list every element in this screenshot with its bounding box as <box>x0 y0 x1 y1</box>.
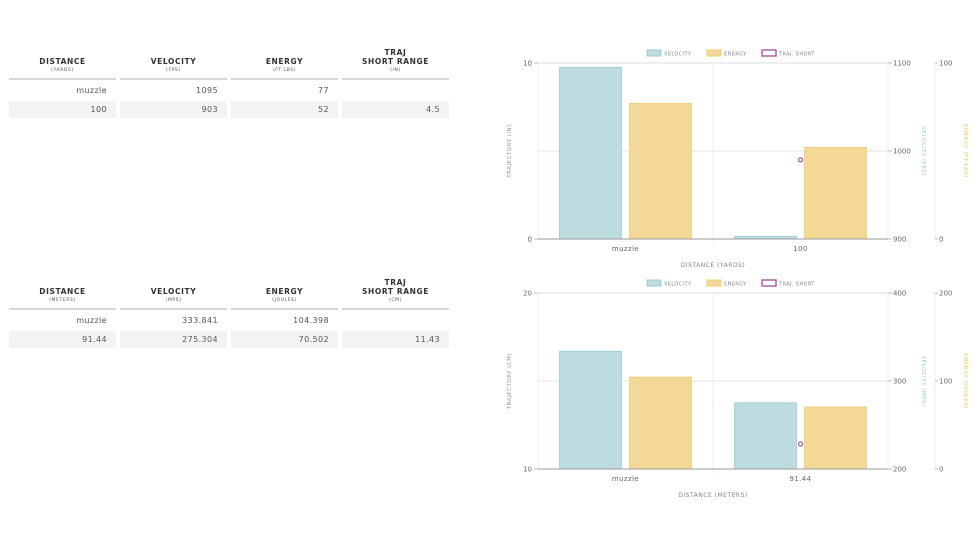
x-axis-title: DISTANCE (METERS) <box>678 492 747 499</box>
y-tick-label-velocity: 400 <box>893 290 906 298</box>
header-velocity: VELOCITY (MPS) <box>120 274 227 310</box>
bar-energy-muzzle <box>629 376 692 470</box>
cell-distance: 91.44 <box>9 331 116 348</box>
legend-item-traj-short: TRAJ. SHORT <box>761 49 815 58</box>
legend-label: VELOCITY <box>664 282 692 288</box>
header-distance: DISTANCE (METERS) <box>9 274 116 310</box>
bar-velocity-muzzle <box>559 66 622 240</box>
y-axis-title-trajectory: TRAJECTORY (IN) <box>507 124 513 178</box>
legend-swatch <box>646 49 662 57</box>
y-axis-title-velocity: VELOCITY (MPS) <box>920 355 926 406</box>
legend-item-velocity: VELOCITY <box>646 279 692 288</box>
x-axis-title: DISTANCE (YARDS) <box>681 262 745 269</box>
y-tick-label-velocity: 900 <box>893 236 906 244</box>
legend-label: ENERGY <box>724 282 747 288</box>
x-tick-label: muzzle <box>612 475 639 483</box>
y-tick-label-energy: 100 <box>939 378 952 386</box>
y-tick-label-velocity: 1000 <box>893 148 911 156</box>
legend-swatch <box>706 49 722 57</box>
ballistics-table-imperial: DISTANCE (YARDS) VELOCITY (FPS) ENERGY (… <box>9 44 449 118</box>
ballistics-chart-metric: VELOCITY ENERGY TRAJ. SHORT muzzle 91.44 10 20… <box>507 279 968 499</box>
cell-velocity: 275.304 <box>120 331 227 348</box>
y-axis-title-trajectory: TRAJECTORY (CM) <box>507 353 513 410</box>
y-axis-title-energy: ENERGY (FT-LBS) <box>962 124 968 178</box>
y-axis-title-energy: ENERGY (JOULES) <box>962 353 968 409</box>
cell-trajectory: 4.5 <box>342 101 449 118</box>
bar-energy-100 <box>804 147 867 240</box>
y-tick-label-trajectory: 10 <box>523 466 532 474</box>
legend-label: TRAJ. SHORT <box>778 52 815 58</box>
point-traj-91.44 <box>797 441 804 447</box>
header-energy: ENERGY (JOULES) <box>231 274 338 310</box>
x-tick-label: muzzle <box>612 245 639 253</box>
legend-item-traj-short: TRAJ. SHORT <box>761 279 815 288</box>
table-row: muzzle 1095 77 <box>9 82 449 99</box>
y-tick-label-energy: 0 <box>939 466 943 474</box>
cell-velocity: 1095 <box>196 86 218 95</box>
header-velocity: VELOCITY (FPS) <box>120 44 227 80</box>
cell-distance: 100 <box>9 101 116 118</box>
legend-label: TRAJ. SHORT <box>778 282 815 288</box>
x-tick-label: 91.44 <box>789 475 811 483</box>
header-trajectory: TRAJ SHORT RANGE (IN) <box>342 44 449 80</box>
y-tick-label-trajectory: 10 <box>523 60 532 68</box>
header-trajectory: TRAJ SHORT RANGE (CM) <box>342 274 449 310</box>
cell-velocity: 333.841 <box>182 316 218 325</box>
y-tick-label-energy: 200 <box>939 290 952 298</box>
legend-swatch <box>646 279 662 287</box>
table-row: muzzle 333.841 104.398 <box>9 312 449 329</box>
legend-item-velocity: VELOCITY <box>646 49 692 58</box>
legend-item-energy: ENERGY <box>706 279 747 288</box>
cell-energy: 77 <box>318 86 329 95</box>
table-header-row: DISTANCE (METERS) VELOCITY (MPS) ENERGY … <box>9 274 449 310</box>
y-tick-label-velocity: 200 <box>893 466 906 474</box>
y-axis-title-velocity: VELOCITY (FPS) <box>920 126 926 176</box>
bar-energy-91.44 <box>804 406 867 470</box>
point-traj-100 <box>797 157 804 163</box>
cell-trajectory <box>342 82 449 99</box>
header-distance: DISTANCE (YARDS) <box>9 44 116 80</box>
y-tick-label-energy: 100 <box>939 60 952 68</box>
legend-swatch <box>706 279 722 287</box>
legend-label: VELOCITY <box>664 52 692 58</box>
cell-velocity: 903 <box>120 101 227 118</box>
legend-item-energy: ENERGY <box>706 49 747 58</box>
ballistics-table-metric: DISTANCE (METERS) VELOCITY (MPS) ENERGY … <box>9 274 449 348</box>
x-tick-label: 100 <box>793 245 808 253</box>
bar-velocity-muzzle <box>559 350 622 470</box>
y-tick-label-trajectory: 20 <box>523 290 532 298</box>
bar-energy-muzzle <box>629 103 692 240</box>
cell-energy: 104.398 <box>293 316 329 325</box>
legend-label: ENERGY <box>724 52 747 58</box>
cell-energy: 70.502 <box>231 331 338 348</box>
bar-velocity-91.44 <box>734 402 797 470</box>
legend-swatch <box>761 279 777 287</box>
cell-energy: 52 <box>231 101 338 118</box>
y-tick-label-energy: 0 <box>939 236 943 244</box>
table-header-row: DISTANCE (YARDS) VELOCITY (FPS) ENERGY (… <box>9 44 449 80</box>
legend-swatch <box>761 49 777 57</box>
y-tick-label-velocity: 1100 <box>893 60 911 68</box>
cell-distance: muzzle <box>76 316 107 325</box>
cell-distance: muzzle <box>76 86 107 95</box>
table-row: 91.44 275.304 70.502 11.43 <box>9 331 449 348</box>
y-tick-label-trajectory: 0 <box>528 236 532 244</box>
table-row: 100 903 52 4.5 <box>9 101 449 118</box>
y-tick-label-velocity: 300 <box>893 378 906 386</box>
cell-trajectory: 11.43 <box>342 331 449 348</box>
header-energy: ENERGY (FT-LBS) <box>231 44 338 80</box>
cell-trajectory <box>342 312 449 329</box>
